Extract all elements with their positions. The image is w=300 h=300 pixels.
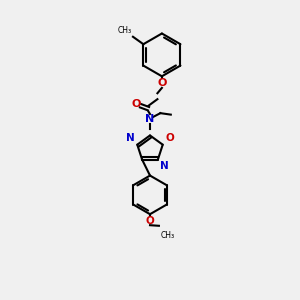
Text: O: O xyxy=(146,216,154,226)
Text: O: O xyxy=(131,99,141,109)
Text: O: O xyxy=(165,133,174,143)
Text: O: O xyxy=(157,78,167,88)
Text: CH₃: CH₃ xyxy=(160,230,175,239)
Text: N: N xyxy=(160,161,169,171)
Text: N: N xyxy=(126,133,135,143)
Text: N: N xyxy=(146,114,154,124)
Text: CH₃: CH₃ xyxy=(117,26,131,35)
